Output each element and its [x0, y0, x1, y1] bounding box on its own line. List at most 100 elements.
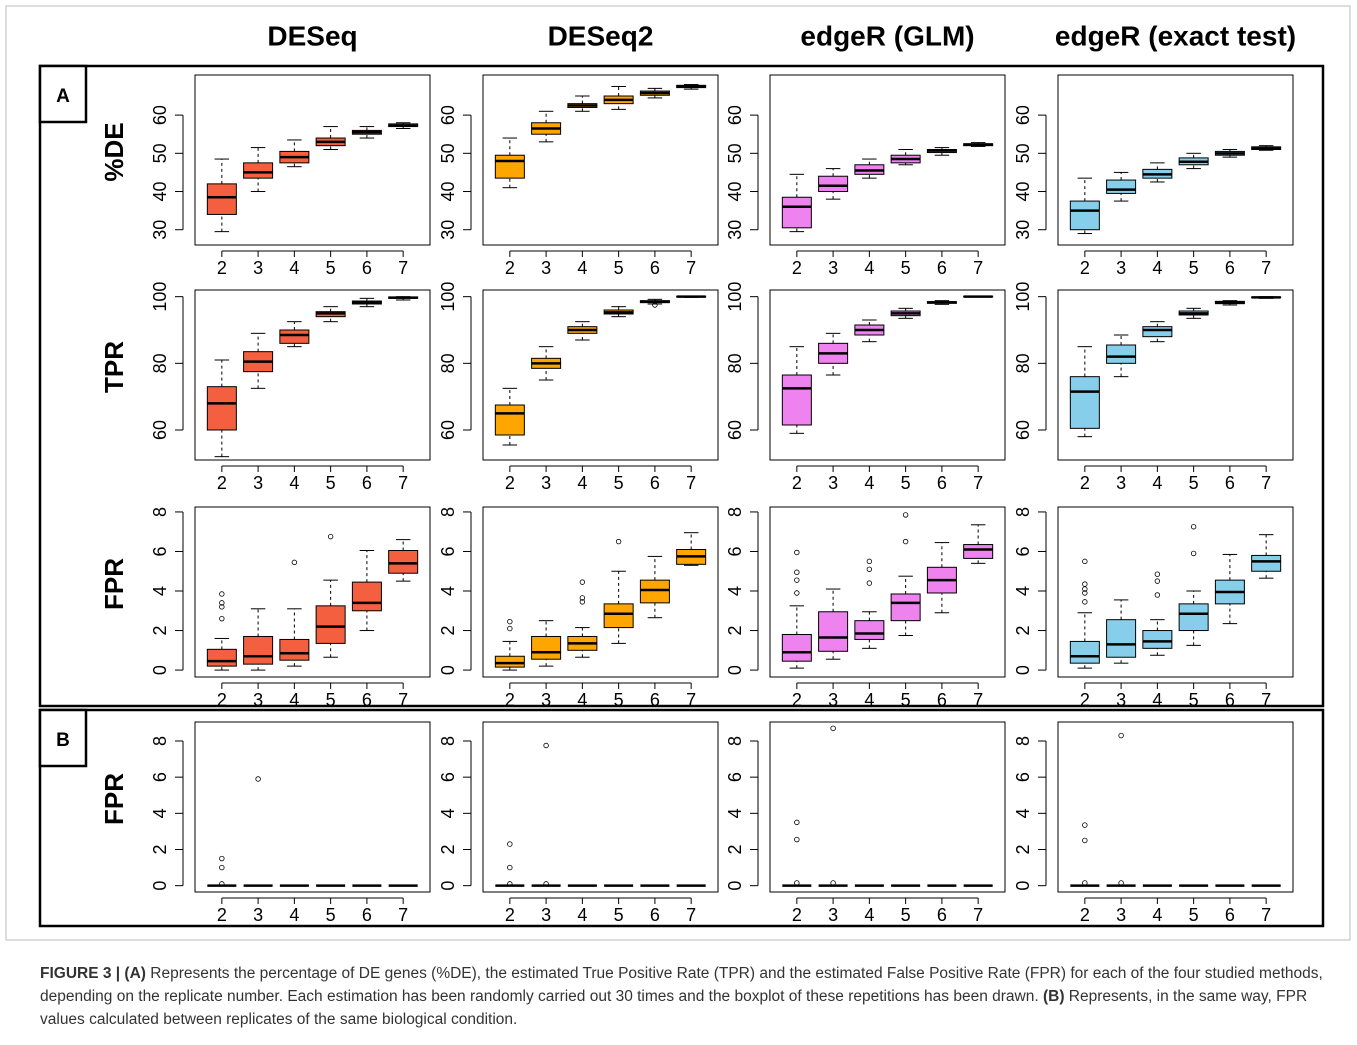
x-tick-label: 3 — [253, 258, 263, 278]
box-group — [676, 84, 707, 90]
box-group — [206, 359, 237, 458]
box-group — [243, 332, 274, 389]
outlier — [579, 579, 586, 585]
x-tick-label: 6 — [937, 905, 947, 925]
x-tick-label: 3 — [828, 690, 838, 710]
y-tick-label: 2 — [438, 626, 458, 636]
y-tick-label: 4 — [438, 586, 458, 596]
section-label-box — [38, 64, 88, 124]
x-tick-label: 5 — [901, 473, 911, 493]
outlier — [615, 538, 622, 545]
box-group — [818, 588, 849, 660]
box — [315, 605, 346, 644]
box — [531, 635, 562, 660]
x-tick-label: 3 — [1116, 258, 1126, 278]
row-label: %DE — [99, 122, 129, 181]
box-group — [963, 142, 994, 147]
y-tick-label: 0 — [1013, 665, 1033, 675]
box-group — [315, 126, 346, 150]
box-group — [926, 147, 957, 156]
plot-frame — [194, 289, 431, 461]
y-tick-label: 4 — [438, 808, 458, 818]
y-tick-label: 60 — [150, 420, 170, 440]
x-tick-label: 6 — [650, 905, 660, 925]
y-tick-label: 6 — [438, 772, 458, 782]
box-group — [854, 319, 885, 343]
box-group — [531, 110, 562, 143]
box-group — [781, 346, 812, 434]
outlier — [1082, 590, 1088, 596]
y-tick-label: 60 — [1013, 420, 1033, 440]
x-tick-label: 3 — [253, 473, 263, 493]
x-tick-label: 4 — [1152, 473, 1162, 493]
y-tick-label: 4 — [1013, 808, 1033, 818]
box-group — [567, 95, 598, 112]
x-tick-label: 5 — [901, 258, 911, 278]
x-tick-label: 2 — [792, 258, 802, 278]
x-tick-label: 2 — [217, 258, 227, 278]
box-group — [207, 855, 237, 887]
x-tick-label: 5 — [326, 690, 336, 710]
plot-frame — [194, 506, 431, 678]
x-tick-label: 5 — [901, 690, 911, 710]
x-tick-label: 6 — [937, 473, 947, 493]
x-tick-label: 2 — [505, 690, 515, 710]
x-tick-label: 4 — [577, 473, 587, 493]
x-tick-label: 6 — [650, 473, 660, 493]
box-group — [603, 538, 634, 644]
x-tick-label: 5 — [326, 905, 336, 925]
x-tick-label: 3 — [828, 473, 838, 493]
y-tick-label: 40 — [725, 182, 745, 202]
y-tick-label: 80 — [725, 353, 745, 373]
x-tick-label: 7 — [1261, 905, 1271, 925]
box — [781, 634, 812, 662]
box — [206, 386, 237, 431]
y-tick-label: 8 — [438, 507, 458, 517]
outlier — [579, 595, 586, 601]
outlier — [219, 881, 225, 887]
box-group — [279, 139, 310, 168]
y-tick-label: 2 — [725, 844, 745, 854]
outlier — [1082, 581, 1088, 587]
box-group — [279, 321, 310, 348]
y-tick-label: 2 — [1013, 844, 1033, 854]
outlier — [794, 836, 800, 843]
box — [1106, 344, 1137, 364]
outlier — [579, 599, 586, 605]
x-tick-label: 2 — [792, 690, 802, 710]
x-tick-label: 4 — [864, 905, 874, 925]
box — [1069, 640, 1100, 664]
box — [206, 183, 237, 215]
x-tick-label: 3 — [253, 690, 263, 710]
outlier — [219, 604, 225, 610]
x-tick-label: 4 — [289, 258, 299, 278]
y-tick-label: 60 — [725, 420, 745, 440]
x-tick-label: 3 — [1116, 905, 1126, 925]
plot-frame — [482, 74, 719, 246]
x-tick-label: 6 — [1225, 473, 1235, 493]
box-group — [1069, 346, 1100, 438]
row-label: TPR — [99, 341, 129, 393]
plot-frame — [1057, 721, 1294, 893]
figure-frame — [5, 5, 1351, 941]
y-tick-label: 100 — [150, 282, 170, 312]
box-group — [1069, 558, 1100, 669]
column-title: edgeR (exact test) — [1055, 20, 1296, 51]
box-group — [890, 512, 921, 636]
x-tick-label: 4 — [1152, 258, 1162, 278]
outlier — [866, 566, 873, 572]
caption-text: Represents the percentage of DE genes (%… — [40, 965, 1323, 1005]
x-tick-label: 2 — [1080, 473, 1090, 493]
outlier — [507, 864, 513, 871]
y-tick-label: 60 — [725, 105, 745, 125]
x-tick-label: 7 — [1261, 690, 1271, 710]
x-tick-label: 4 — [289, 473, 299, 493]
x-tick-label: 6 — [362, 473, 372, 493]
box — [279, 329, 310, 344]
box-group — [603, 85, 634, 110]
x-tick-label: 3 — [828, 258, 838, 278]
y-tick-label: 40 — [438, 182, 458, 202]
y-tick-label: 60 — [438, 105, 458, 125]
x-tick-label: 5 — [326, 258, 336, 278]
outlier — [219, 600, 225, 606]
